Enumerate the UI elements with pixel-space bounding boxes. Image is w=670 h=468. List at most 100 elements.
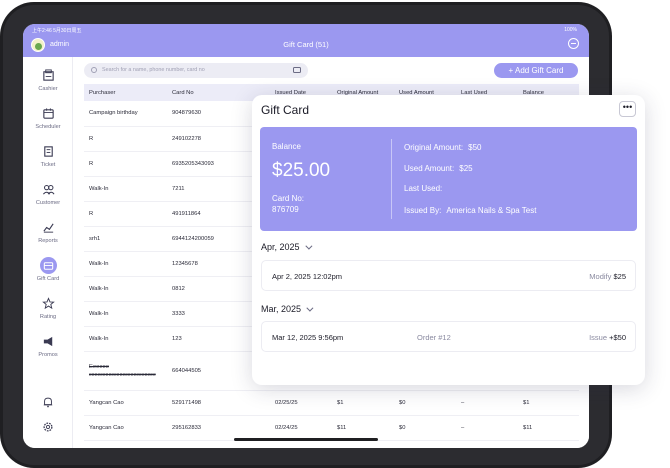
sidebar-item-cashier[interactable]: Cashier	[23, 67, 73, 92]
cell-purchaser: Walk-In	[84, 301, 167, 327]
cell-purchaser: Walk-In	[84, 276, 167, 302]
cell-card-no: 295162833	[167, 415, 270, 441]
card-no-value: 876709	[272, 205, 299, 214]
cell-original-amount: $11	[332, 415, 394, 441]
cell-purchaser: R	[84, 126, 167, 152]
cell-purchaser: Walk-In	[84, 176, 167, 202]
megaphone-icon	[43, 336, 52, 347]
cell-purchaser: R	[84, 201, 167, 227]
transaction-order[interactable]: Order #12	[417, 333, 451, 342]
home-indicator	[234, 438, 378, 441]
table-row[interactable]: Yangcan Cao 295162833 02/24/25 $11 $0 – …	[84, 415, 579, 441]
cell-last-used: –	[456, 390, 518, 416]
cell-balance: $11	[518, 415, 579, 441]
transaction-row[interactable]: Apr 2, 2025 12:02pm Modify $25	[261, 260, 636, 291]
customer-icon	[42, 184, 54, 195]
search-input[interactable]: Search for a name, phone number, card no	[84, 63, 308, 78]
issued-by-row: Issued By: America Nails & Spa Test	[404, 206, 536, 215]
month-header[interactable]: Apr, 2025	[261, 242, 312, 252]
cell-issued-date: 02/24/25	[270, 415, 332, 441]
gift-card-detail-panel: Gift Card ••• Balance $25.00 Card No: 87…	[252, 95, 645, 385]
cell-purchaser: Walk-In	[84, 326, 167, 352]
balance-label: Balance	[272, 142, 301, 151]
sidebar-item-gift-card[interactable]: Gift Card	[23, 257, 73, 282]
sidebar-item-label: Scheduler	[35, 124, 61, 130]
month-header[interactable]: Mar, 2025	[261, 304, 314, 314]
cell-issued-date: 02/25/25	[270, 390, 332, 416]
month-label: Mar, 2025	[261, 304, 302, 314]
avatar[interactable]	[31, 38, 45, 52]
purchaser-sub: eeeeeeeeeeeeeeeeeeeeeeee	[89, 371, 156, 378]
gear-icon[interactable]	[42, 421, 54, 433]
status-time: 上午2:46 5月30日周五	[32, 28, 82, 34]
transaction-date: Mar 12, 2025 9:56pm	[272, 333, 344, 342]
purchaser-name: Eeeeee	[89, 363, 109, 370]
cell-purchaser: Yangcan Cao	[84, 390, 167, 416]
last-used-label: Last Used:	[404, 184, 443, 193]
status-battery: 100%	[564, 27, 577, 33]
sidebar-item-scheduler[interactable]: Scheduler	[23, 105, 73, 130]
cell-original-amount: $1	[332, 390, 394, 416]
sidebar-item-label: Ticket	[40, 162, 56, 168]
cell-purchaser: srh1	[84, 226, 167, 252]
sidebar-item-customer[interactable]: Customer	[23, 181, 73, 206]
card-divider	[391, 139, 392, 219]
balance-card: Balance $25.00 Card No: 876709 Original …	[260, 127, 637, 231]
camera-icon[interactable]	[293, 67, 301, 73]
cell-purchaser: Eeeeee eeeeeeeeeeeeeeeeeeeeeeee	[84, 351, 167, 391]
sidebar-item-label: Reports	[38, 238, 58, 244]
sidebar-item-reports[interactable]: Reports	[23, 219, 73, 244]
bell-icon[interactable]	[42, 396, 54, 408]
last-used-row: Last Used:	[404, 184, 447, 193]
transaction-type: Modify	[589, 272, 612, 281]
page-title: Gift Card (51)	[283, 40, 329, 49]
table-row[interactable]: Yangcan Cao 529171498 02/25/25 $1 $0 – $…	[84, 390, 579, 416]
column-header[interactable]: Purchaser	[84, 84, 167, 101]
original-amount-value: $50	[468, 143, 482, 152]
cell-last-used: –	[456, 415, 518, 441]
transaction-action: Modify $25	[589, 272, 626, 281]
sidebar-item-label: Rating	[39, 314, 57, 320]
cell-balance: $1	[518, 390, 579, 416]
transaction-amount: $25	[613, 272, 626, 281]
cell-purchaser: Yangcan Cao	[84, 415, 167, 441]
sidebar-item-rating[interactable]: Rating	[23, 295, 73, 320]
used-amount-label: Used Amount:	[404, 164, 455, 173]
add-gift-card-button[interactable]: + Add Gift Card	[494, 63, 578, 78]
calendar-icon	[42, 108, 54, 119]
logout-icon[interactable]	[568, 38, 579, 49]
transaction-date: Apr 2, 2025 12:02pm	[272, 272, 343, 281]
sidebar-item-ticket[interactable]: Ticket	[23, 143, 73, 168]
sidebar-item-promos[interactable]: Promos	[23, 333, 73, 358]
search-icon	[91, 67, 97, 73]
app-header: 上午2:46 5月30日周五 100% admin Gift Card (51)	[23, 24, 589, 57]
cell-used-amount: $0	[394, 415, 456, 441]
gift-card-icon	[43, 262, 53, 270]
cashier-icon	[42, 69, 54, 81]
month-label: Apr, 2025	[261, 242, 300, 252]
card-no-label: Card No:	[272, 194, 305, 203]
panel-title: Gift Card	[261, 103, 310, 117]
transaction-amount: +$50	[609, 333, 626, 342]
cell-purchaser: R	[84, 151, 167, 177]
star-icon	[41, 297, 55, 310]
issued-by-value: America Nails & Spa Test	[446, 206, 537, 215]
cell-purchaser: Campaign birthday	[84, 101, 167, 127]
user-name: admin	[50, 41, 70, 48]
cell-purchaser: Walk-In	[84, 251, 167, 277]
chevron-down-icon	[306, 304, 314, 312]
used-amount-row: Used Amount: $25	[404, 164, 473, 173]
chart-icon	[42, 223, 54, 233]
chevron-down-icon	[304, 242, 312, 250]
sidebar-item-label: Customer	[35, 200, 61, 206]
ticket-icon	[43, 146, 53, 157]
transaction-type: Issue	[589, 333, 607, 342]
used-amount-value: $25	[459, 164, 473, 173]
balance-amount: $25.00	[272, 160, 331, 181]
sidebar: Cashier Scheduler Ticket Customer Report…	[23, 57, 73, 448]
transaction-row[interactable]: Mar 12, 2025 9:56pm Order #12 Issue +$50	[261, 321, 636, 352]
column-header[interactable]: Card No	[167, 84, 270, 101]
table-header-row: Purchaser Card No Issued Date Original A…	[84, 84, 579, 101]
more-options-button[interactable]: •••	[619, 101, 636, 117]
